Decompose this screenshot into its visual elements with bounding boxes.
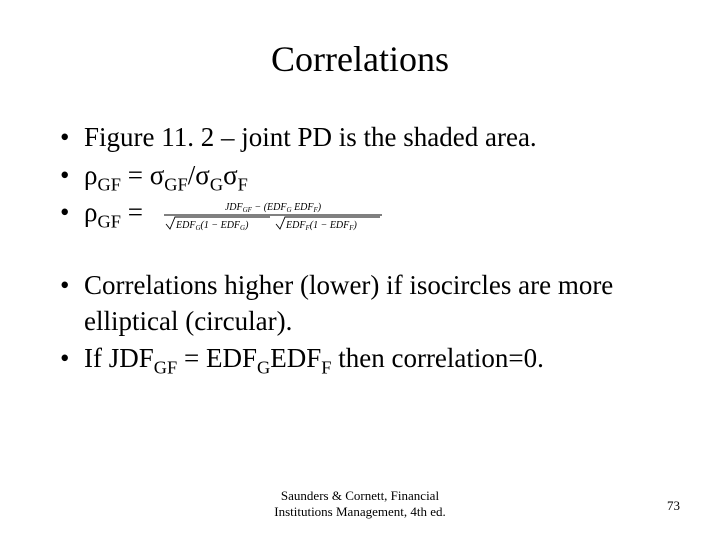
bullet-5-text: If JDFGF = EDFGEDFF then correlation=0. [84, 341, 680, 377]
slash-sigma: /σ [188, 160, 210, 190]
sigma2: σ [223, 160, 238, 190]
slide: Correlations • Figure 11. 2 – joint PD i… [0, 0, 720, 540]
b5s3: F [321, 358, 331, 378]
bullet-5: • If JDFGF = EDFGEDFF then correlation=0… [60, 341, 680, 377]
bullet-marker: • [60, 158, 84, 194]
eq2: = [121, 197, 143, 227]
rho2: ρ [84, 197, 97, 227]
rho: ρ [84, 160, 97, 190]
bullet-3: • ρGF = JDFGF − (EDFG EDFF) [60, 195, 680, 232]
svg-text:EDFF(1 − EDFF): EDFF(1 − EDFF) [285, 220, 358, 232]
footer-center: Saunders & Cornett, Financial Institutio… [0, 488, 720, 521]
bullet-2-text: ρGF = σGF/σGσF [84, 158, 680, 194]
bullet-marker: • [60, 268, 84, 304]
sub-f: F [238, 174, 248, 194]
bullet-1: • Figure 11. 2 – joint PD is the shaded … [60, 120, 680, 156]
bullet-marker: • [60, 120, 84, 156]
eq-sigma: = σ [121, 160, 164, 190]
b5c: EDF [270, 343, 321, 373]
spacer [60, 234, 680, 268]
bullet-1-text: Figure 11. 2 – joint PD is the shaded ar… [84, 120, 680, 156]
b5a: If JDF [84, 343, 154, 373]
b5s1: GF [154, 358, 177, 378]
bullet-2: • ρGF = σGF/σGσF [60, 158, 680, 194]
page-number: 73 [667, 498, 680, 514]
slide-body: • Figure 11. 2 – joint PD is the shaded … [60, 120, 680, 379]
bullet-marker: • [60, 195, 84, 231]
svg-text:EDFG(1 − EDFG): EDFG(1 − EDFG) [175, 220, 249, 232]
b5b: = EDF [177, 343, 257, 373]
sub-g: G [210, 174, 223, 194]
formula: JDFGF − (EDFG EDFF) EDFG(1 − EDFG) [158, 198, 388, 232]
footer-line1: Saunders & Cornett, Financial [281, 488, 439, 503]
b5d: then correlation=0. [331, 343, 543, 373]
b5s2: G [257, 358, 270, 378]
bullet-4: • Correlations higher (lower) if isocirc… [60, 268, 680, 339]
sub-gf2: GF [164, 174, 187, 194]
sub-gf: GF [97, 174, 120, 194]
bullet-marker: • [60, 341, 84, 377]
bullet-3-text: ρGF = JDFGF − (EDFG EDFF) [84, 195, 680, 232]
bullet-4-text: Correlations higher (lower) if isocircle… [84, 268, 680, 339]
sub-gf3: GF [97, 212, 120, 232]
svg-text:JDFGF − (EDFG EDFF): JDFGF − (EDFG EDFF) [225, 202, 322, 214]
slide-title: Correlations [0, 38, 720, 80]
footer-line2: Institutions Management, 4th ed. [274, 504, 446, 519]
